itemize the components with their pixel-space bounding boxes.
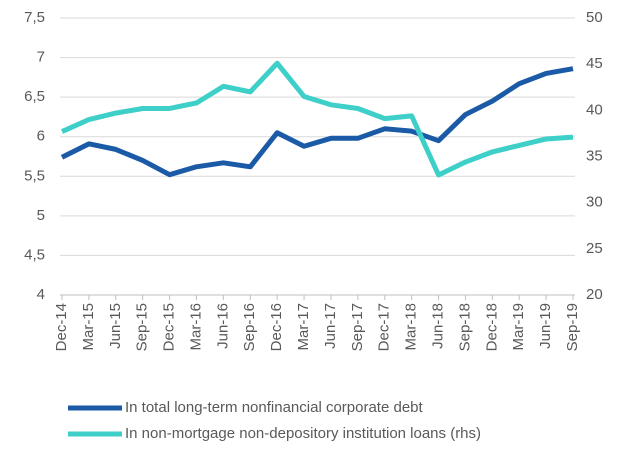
y2-tick-label: 35 (586, 147, 603, 164)
y-tick-label: 4,5 (24, 246, 45, 263)
x-tick-label: Sep-16 (241, 303, 258, 351)
legend-label: In total long-term nonfinancial corporat… (125, 399, 424, 416)
x-tick-label: Mar-15 (80, 303, 97, 351)
x-tick-label: Jun-19 (537, 303, 554, 349)
y2-tick-label: 50 (586, 9, 603, 26)
x-tick-label: Sep-19 (564, 303, 581, 351)
x-tick-label: Sep-18 (456, 303, 473, 351)
y-tick-label: 7,5 (24, 9, 45, 26)
x-tick-label: Mar-16 (187, 303, 204, 351)
x-tick-label: Dec-18 (483, 303, 500, 351)
x-tick-label: Dec-17 (376, 303, 393, 351)
y2-tick-label: 30 (586, 194, 603, 211)
y-tick-label: 5 (37, 207, 45, 224)
y2-tick-label: 25 (586, 240, 603, 257)
x-tick-label: Jun-15 (107, 303, 124, 349)
y-tick-label: 4 (37, 286, 45, 303)
x-tick-label: Jun-16 (214, 303, 231, 349)
series-line (60, 66, 574, 178)
y2-tick-label: 20 (586, 286, 603, 303)
x-tick-label: Mar-17 (295, 303, 312, 351)
x-tick-label: Mar-18 (403, 303, 420, 351)
x-tick-label: Dec-15 (161, 303, 178, 351)
x-tick-label: Dec-14 (53, 303, 70, 351)
x-tick-label: Jun-17 (322, 303, 339, 349)
x-tick-label: Mar-19 (510, 303, 527, 351)
y2-tick-label: 40 (586, 101, 603, 118)
y-tick-label: 6,5 (24, 88, 45, 105)
series-line (60, 60, 574, 178)
x-tick-label: Dec-16 (268, 303, 285, 351)
x-tick-label: Sep-15 (134, 303, 151, 351)
y2-tick-label: 45 (586, 55, 603, 72)
y-tick-label: 5,5 (24, 167, 45, 184)
x-tick-label: Jun-18 (429, 303, 446, 349)
legend-label: In non-mortgage non-depository instituti… (125, 425, 481, 442)
y-tick-label: 6 (37, 128, 45, 145)
x-tick-label: Sep-17 (349, 303, 366, 351)
y-tick-label: 7 (37, 49, 45, 66)
